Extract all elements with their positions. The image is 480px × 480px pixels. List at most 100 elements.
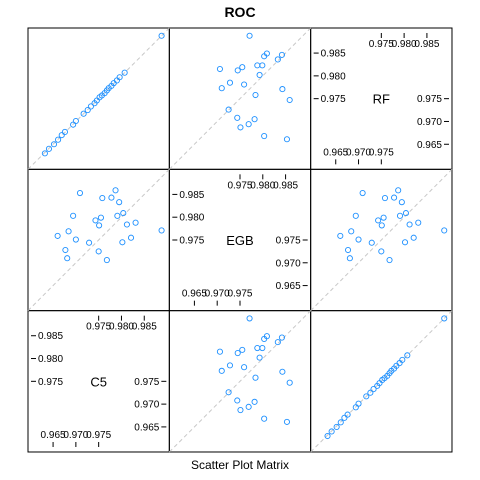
x-axis-label: Scatter Plot Matrix (191, 458, 289, 472)
data-point (274, 339, 281, 346)
data-point (337, 419, 344, 426)
tick-label: 0.975 (227, 180, 252, 191)
data-point (62, 246, 69, 254)
tick-label: 0.980 (109, 322, 134, 333)
data-point (225, 389, 232, 396)
data-point (395, 187, 402, 194)
tick-label: 0.970 (276, 258, 301, 269)
data-point (363, 393, 370, 400)
tick-label: 0.965 (417, 140, 442, 151)
tick-label: 0.975 (321, 94, 346, 105)
data-point (348, 228, 355, 235)
data-point (254, 62, 261, 69)
data-point (344, 246, 352, 254)
tick-label: 0.980 (392, 39, 417, 50)
tick-label: 0.980 (179, 213, 204, 224)
data-point (237, 406, 244, 414)
data-point (401, 239, 409, 246)
data-point (158, 227, 165, 234)
tick-label: 0.985 (132, 322, 157, 333)
data-point (283, 136, 291, 143)
data-point (286, 379, 293, 386)
data-point (355, 236, 362, 243)
data-point (245, 403, 252, 410)
data-point (399, 356, 406, 363)
data-point (95, 248, 102, 255)
data-point (344, 411, 351, 418)
data-point (119, 239, 126, 246)
data-point (92, 217, 99, 224)
variable-name: EGB (226, 233, 253, 248)
reference-line (27, 168, 170, 312)
data-point (251, 398, 258, 405)
data-point (415, 219, 422, 226)
data-point (234, 67, 241, 74)
tick-label: 0.970 (63, 430, 88, 441)
data-point (239, 64, 246, 71)
data-point (381, 194, 389, 202)
data-point (256, 354, 263, 361)
tick-label: 0.975 (134, 377, 159, 388)
data-point (218, 85, 225, 92)
tick-label: 0.975 (369, 39, 394, 50)
data-point (337, 232, 344, 239)
tick-label: 0.985 (414, 39, 439, 50)
data-point (406, 221, 413, 228)
data-point (378, 222, 385, 229)
data-point (246, 315, 253, 322)
data-point (103, 256, 110, 264)
data-point (108, 194, 115, 201)
data-point (121, 69, 128, 76)
data-point (234, 114, 241, 121)
matrix-panels: RF0.9750.9800.9850.9650.9700.9750.9750.9… (27, 27, 453, 453)
data-point (234, 397, 241, 404)
data-point (86, 239, 93, 246)
data-point (241, 364, 248, 371)
panel-frame (310, 310, 453, 453)
variable-name: C5 (90, 374, 107, 389)
tick-label: 0.970 (205, 289, 230, 300)
data-point (341, 414, 348, 421)
tick-label: 0.980 (38, 354, 63, 365)
data-point (352, 212, 359, 219)
data-point (50, 141, 58, 148)
data-point (286, 96, 293, 104)
tick-label: 0.985 (179, 190, 204, 201)
data-point (158, 32, 165, 39)
data-point (96, 222, 103, 229)
data-point (65, 228, 72, 235)
tick-label: 0.975 (417, 94, 442, 105)
data-point (278, 51, 285, 58)
tick-label: 0.975 (86, 430, 111, 441)
data-point (398, 199, 405, 206)
data-point (378, 248, 385, 255)
data-point (402, 210, 409, 217)
data-point (346, 255, 353, 262)
data-point (252, 374, 259, 381)
reference-line (168, 310, 312, 453)
data-point (120, 210, 127, 217)
data-point (112, 187, 119, 194)
tick-label: 0.965 (41, 430, 66, 441)
data-point (410, 234, 417, 241)
data-point (76, 189, 84, 197)
data-point (396, 360, 403, 367)
data-point (367, 389, 374, 396)
data-point (261, 53, 268, 60)
data-point (61, 128, 68, 135)
tick-label: 0.985 (38, 331, 63, 342)
variable-name: RF (373, 92, 390, 107)
data-point (226, 79, 234, 86)
data-point (328, 428, 335, 435)
data-point (333, 423, 340, 430)
data-point (72, 117, 79, 125)
data-point (113, 77, 120, 84)
data-point (218, 367, 225, 374)
data-point (396, 212, 404, 219)
data-point (368, 239, 375, 246)
data-point (261, 335, 268, 342)
data-point (41, 150, 48, 157)
data-point (116, 199, 123, 206)
data-point (246, 32, 253, 39)
tick-label: 0.970 (134, 400, 159, 411)
